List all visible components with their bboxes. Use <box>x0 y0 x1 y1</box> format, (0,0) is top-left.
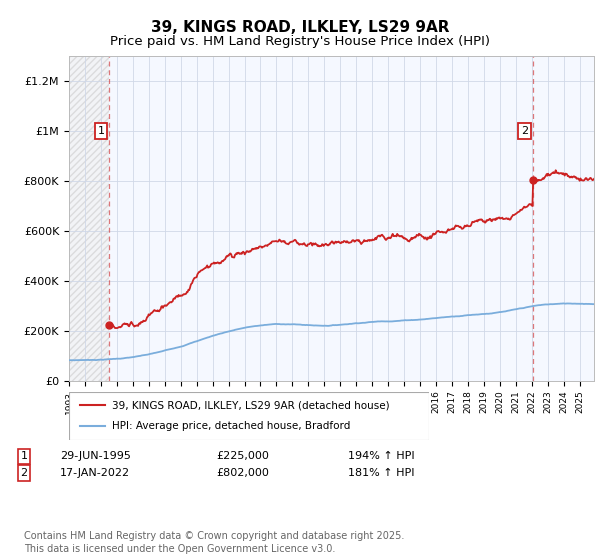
Text: Contains HM Land Registry data © Crown copyright and database right 2025.
This d: Contains HM Land Registry data © Crown c… <box>24 531 404 554</box>
Text: 1: 1 <box>20 451 28 461</box>
Text: 194% ↑ HPI: 194% ↑ HPI <box>348 451 415 461</box>
Text: £802,000: £802,000 <box>216 468 269 478</box>
Text: £225,000: £225,000 <box>216 451 269 461</box>
Text: 39, KINGS ROAD, ILKLEY, LS29 9AR: 39, KINGS ROAD, ILKLEY, LS29 9AR <box>151 20 449 35</box>
Text: 17-JAN-2022: 17-JAN-2022 <box>60 468 130 478</box>
Text: 2: 2 <box>20 468 28 478</box>
Text: 2: 2 <box>521 126 528 136</box>
FancyBboxPatch shape <box>69 392 429 440</box>
Text: HPI: Average price, detached house, Bradford: HPI: Average price, detached house, Brad… <box>112 421 350 431</box>
Text: 1: 1 <box>97 126 104 136</box>
Text: Price paid vs. HM Land Registry's House Price Index (HPI): Price paid vs. HM Land Registry's House … <box>110 35 490 48</box>
Text: 181% ↑ HPI: 181% ↑ HPI <box>348 468 415 478</box>
Text: 29-JUN-1995: 29-JUN-1995 <box>60 451 131 461</box>
Text: 39, KINGS ROAD, ILKLEY, LS29 9AR (detached house): 39, KINGS ROAD, ILKLEY, LS29 9AR (detach… <box>112 400 390 410</box>
